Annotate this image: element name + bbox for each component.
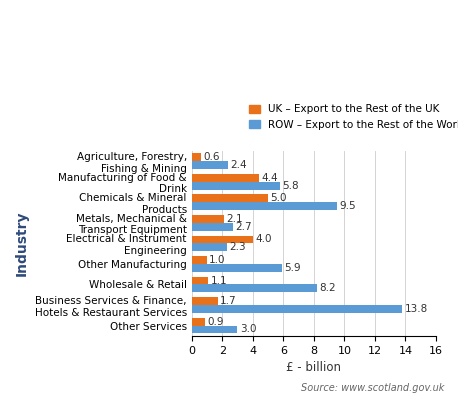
Bar bbox=[191, 235, 253, 243]
Text: 2.3: 2.3 bbox=[229, 242, 245, 252]
Text: 8.2: 8.2 bbox=[319, 283, 336, 293]
Bar bbox=[191, 174, 259, 182]
Text: 4.4: 4.4 bbox=[261, 173, 278, 183]
Text: Source: www.scotland.gov.uk: Source: www.scotland.gov.uk bbox=[301, 383, 444, 393]
Text: 13.8: 13.8 bbox=[405, 304, 428, 314]
Bar bbox=[191, 161, 229, 169]
Text: 1.0: 1.0 bbox=[209, 255, 226, 265]
Bar bbox=[191, 153, 201, 161]
Text: 5.8: 5.8 bbox=[283, 181, 299, 191]
Bar bbox=[191, 243, 227, 251]
X-axis label: £ - billion: £ - billion bbox=[286, 361, 341, 374]
Text: 5.9: 5.9 bbox=[284, 263, 301, 273]
Bar bbox=[191, 215, 224, 223]
Text: 9.5: 9.5 bbox=[339, 201, 356, 211]
Bar bbox=[191, 264, 282, 272]
Bar bbox=[191, 277, 208, 284]
Bar bbox=[191, 297, 218, 305]
Text: 0.6: 0.6 bbox=[203, 152, 220, 162]
Bar bbox=[191, 326, 238, 333]
Bar bbox=[191, 223, 233, 231]
Text: 3.0: 3.0 bbox=[240, 324, 256, 334]
Bar bbox=[191, 284, 317, 292]
Text: 2.1: 2.1 bbox=[226, 214, 243, 224]
Text: 2.7: 2.7 bbox=[235, 222, 252, 232]
Bar bbox=[191, 318, 205, 326]
Bar bbox=[191, 182, 280, 190]
Text: 4.0: 4.0 bbox=[255, 235, 272, 245]
Bar bbox=[191, 195, 268, 202]
Text: 5.0: 5.0 bbox=[270, 193, 287, 203]
Text: 1.1: 1.1 bbox=[211, 276, 227, 285]
Bar bbox=[191, 202, 337, 210]
Y-axis label: Industry: Industry bbox=[15, 211, 29, 276]
Bar bbox=[191, 256, 207, 264]
Text: 1.7: 1.7 bbox=[220, 296, 236, 306]
Text: 0.9: 0.9 bbox=[207, 317, 224, 327]
Legend: UK – Export to the Rest of the UK, ROW – Export to the Rest of the World: UK – Export to the Rest of the UK, ROW –… bbox=[249, 104, 458, 130]
Bar bbox=[191, 305, 403, 313]
Text: 2.4: 2.4 bbox=[231, 160, 247, 170]
